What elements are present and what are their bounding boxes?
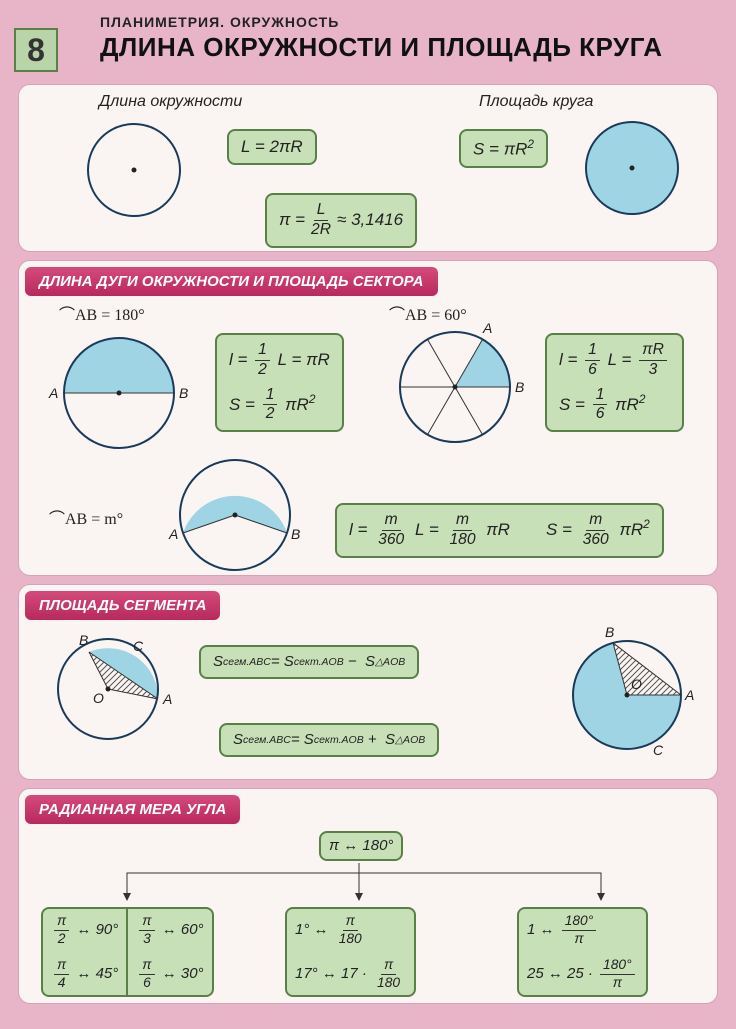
formula-box-180: l = 12 L = πR S = 12 πR2: [215, 333, 344, 432]
panel-radian: РАДИАННАЯ МЕРА УГЛА π ↔ 180° π2 ↔ 90° π4…: [18, 788, 718, 1004]
formula-segment-plus: Sсегм.ABC = Sсект.AOB + S△AOB: [219, 723, 439, 757]
pt-B-1: B: [179, 385, 188, 401]
pt-B-5: B: [605, 624, 614, 640]
pi-approx: ≈ 3,1416: [337, 210, 403, 230]
pt-B-3: B: [291, 526, 300, 542]
pt-B-4: B: [79, 632, 88, 648]
page-number: 8: [14, 28, 58, 72]
panel-circle-basics: Длина окружности Площадь круга L = 2πR π…: [18, 84, 718, 252]
arc-label-m: ⌒AB = m°: [49, 505, 123, 529]
section-header-segment: ПЛОЩАДЬ СЕГМЕНТА: [25, 591, 220, 620]
diagram-circle-outline: [79, 115, 199, 235]
section-header-radian: РАДИАННАЯ МЕРА УГЛА: [25, 795, 240, 824]
section-header-arc: ДЛИНА ДУГИ ОКРУЖНОСТИ И ПЛОЩАДЬ СЕКТОРА: [25, 267, 438, 296]
pt-C-1: C: [133, 638, 144, 654]
panel-segment: ПЛОЩАДЬ СЕГМЕНТА O A B C Sсегм.ABC = Sсе…: [18, 584, 718, 780]
pt-C-2: C: [653, 742, 664, 758]
pt-A-3: A: [168, 526, 178, 542]
pt-B-2: B: [515, 379, 524, 395]
formula-box-m: l = m360 L = m180 πR S = m360 πR2: [335, 503, 664, 558]
panel-arc-sector: ДЛИНА ДУГИ ОКРУЖНОСТИ И ПЛОЩАДЬ СЕКТОРА …: [18, 260, 718, 576]
supertitle: ПЛАНИМЕТРИЯ. ОКРУЖНОСТЬ: [100, 14, 339, 30]
pt-O-1: O: [93, 690, 104, 706]
pt-A-1: A: [48, 385, 58, 401]
formula-box-60: l = 16 L = πR3 S = 16 πR2: [545, 333, 684, 432]
main-title: ДЛИНА ОКРУЖНОСТИ И ПЛОЩАДЬ КРУГА: [100, 32, 663, 63]
col-left-a: π2 ↔ 90° π4 ↔ 45°: [41, 907, 126, 997]
group-middle: 1° ↔ π180 17° ↔ 17 · π180: [285, 907, 416, 997]
pt-A-4: A: [162, 691, 172, 707]
diagram-sector-m: A B: [155, 453, 315, 583]
diagram-circle-filled: [577, 113, 697, 233]
col-left-b: π3 ↔ 60° π6 ↔ 30°: [126, 907, 213, 997]
label-area: Площадь круга: [479, 93, 593, 111]
pt-O-2: O: [631, 676, 642, 692]
diagram-branching-arrows: [19, 857, 719, 911]
formula-pi: π = L2R ≈ 3,1416: [265, 193, 417, 248]
formula-S: S = πR2: [459, 129, 548, 168]
pt-A-2: A: [482, 320, 492, 336]
group-left: π2 ↔ 90° π4 ↔ 45° π3 ↔ 60° π6 ↔ 30°: [41, 907, 214, 997]
arc-label-180: ⌒AB = 180°: [59, 301, 145, 325]
group-right: 1 ↔ 180°π 25 ↔ 25 · 180°π: [517, 907, 648, 997]
diagram-semicircle: A B: [39, 323, 209, 463]
pt-A-5: A: [684, 687, 694, 703]
diagram-segment-plus: O A B C: [555, 615, 705, 775]
diagram-sector-60: A B: [375, 315, 535, 455]
label-circumference: Длина окружности: [99, 93, 242, 111]
diagram-segment-minus: O A B C: [33, 619, 193, 769]
formula-segment-minus: Sсегм.ABC = Sсект.AOB − S△AOB: [199, 645, 419, 679]
formula-L: L = 2πR: [227, 129, 317, 165]
